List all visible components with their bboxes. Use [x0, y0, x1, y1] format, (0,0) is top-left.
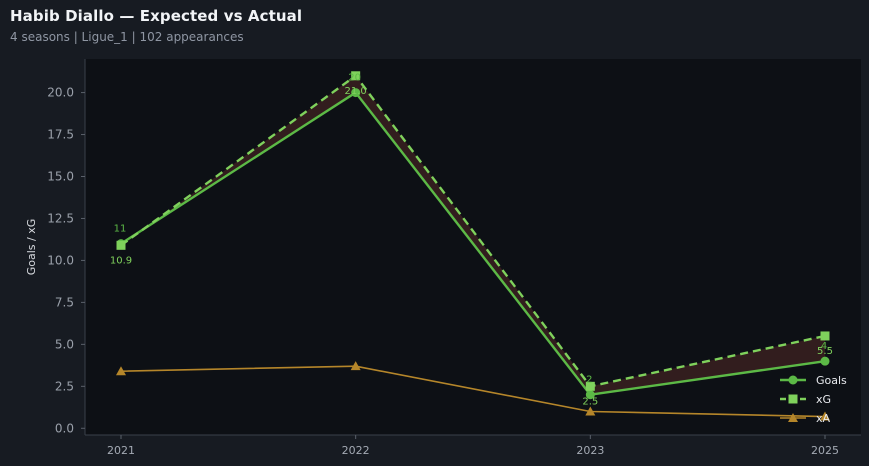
data-point-xa	[350, 361, 361, 371]
y-tick-label: 7.5	[55, 295, 74, 309]
y-tick-label: 0.0	[55, 421, 74, 435]
x-ticks-group: 2021 2022 2023 2025	[107, 435, 839, 457]
data-label-xg: 2.5	[582, 396, 598, 407]
series-line-goals	[120, 91, 826, 396]
x-tick-label: 2023	[576, 444, 604, 457]
data-label-goals: 20	[348, 73, 361, 84]
markers-group	[116, 71, 830, 421]
legend-marker-goals	[788, 375, 798, 385]
data-label-xg: 5.5	[817, 346, 833, 357]
y-tick-label: 17.5	[47, 128, 74, 142]
chart-header: Habib Diallo — Expected vs Actual 4 seas…	[10, 7, 302, 44]
chart-title: Habib Diallo — Expected vs Actual	[10, 7, 303, 25]
legend-label-xa: xA	[816, 412, 831, 425]
legend: Goals xG xA	[780, 374, 847, 425]
data-point-xa	[585, 406, 596, 416]
data-labels-group: 11 20 2 4 10.9 21.0 2.5 5.5	[110, 73, 833, 408]
x-tick-label: 2021	[107, 444, 135, 457]
data-point-xg	[820, 331, 830, 341]
chart-subtitle: 4 seasons | Ligue_1 | 102 appearances	[10, 30, 244, 44]
y-ticks-group: 0.0 2.5 5.0 7.5 10.0 12.5 15.0 17.5 20.0	[47, 86, 85, 435]
goals-xg-gap-area	[121, 75, 825, 395]
data-point-goals	[585, 390, 595, 400]
data-label-goals: 11	[114, 224, 127, 235]
data-point-xa	[116, 366, 126, 376]
y-tick-label: 15.0	[47, 170, 74, 184]
data-point-xg	[116, 240, 126, 250]
y-tick-label: 5.0	[55, 337, 74, 351]
data-point-goals	[820, 356, 830, 366]
data-label-xg: 21.0	[345, 86, 367, 97]
legend-label-xg: xG	[816, 393, 831, 406]
data-point-xg	[585, 381, 595, 391]
legend-marker-xa	[788, 413, 798, 422]
legend-label-goals: Goals	[816, 374, 847, 387]
y-tick-label: 10.0	[47, 253, 74, 267]
plot-area	[85, 59, 861, 435]
series-lines-group	[120, 74, 826, 418]
data-point-xg	[351, 71, 361, 81]
gap-fill-group	[121, 75, 825, 395]
y-axis-label: Goals / xG	[25, 219, 38, 276]
y-tick-label: 2.5	[55, 379, 74, 393]
data-label-xg: 10.9	[110, 255, 132, 266]
x-tick-label: 2025	[811, 444, 839, 457]
data-label-goals: 4	[821, 341, 827, 352]
y-tick-label: 20.0	[47, 86, 74, 100]
y-tick-label: 12.5	[47, 211, 74, 225]
series-line-xa	[120, 365, 826, 418]
data-point-goals	[351, 88, 361, 98]
data-point-xa	[820, 411, 830, 421]
data-label-goals: 2	[586, 375, 592, 386]
legend-marker-xg	[788, 394, 798, 404]
series-line-xg	[120, 74, 826, 388]
x-tick-label: 2022	[342, 444, 370, 457]
